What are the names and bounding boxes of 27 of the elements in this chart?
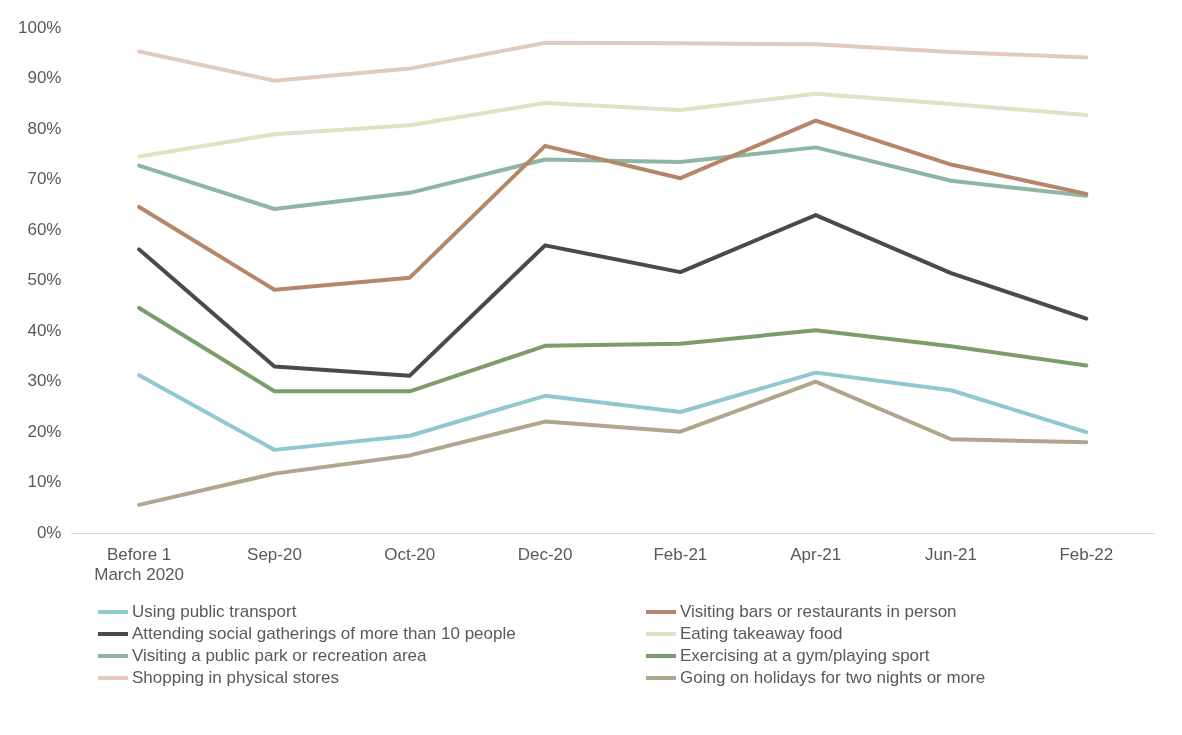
x-tick-label: Sep-20: [247, 545, 302, 565]
y-tick-label: 20%: [27, 421, 62, 441]
legend-label: Attending social gatherings of more than 10 people: [132, 624, 516, 644]
y-tick-label: 0%: [36, 522, 62, 542]
y-tick-label: 80%: [27, 118, 62, 138]
legend-label: Visiting a public park or recreation area: [132, 646, 427, 666]
y-tick-label: 40%: [27, 320, 62, 340]
x-tick-label: Dec-20: [517, 545, 573, 565]
y-tick-label: 90%: [27, 68, 62, 88]
x-tick-label: Oct-20: [384, 545, 436, 565]
legend-label: Visiting bars or restaurants in person: [680, 602, 957, 622]
x-tick-label: Feb-22: [1059, 545, 1114, 565]
y-tick-label: 100%: [18, 17, 62, 37]
legend-label: Using public transport: [132, 602, 297, 622]
y-tick-label: 30%: [27, 371, 62, 391]
legend-label: Shopping in physical stores: [132, 668, 339, 688]
y-tick-label: 70%: [27, 169, 62, 189]
x-tick-label: Feb-21: [653, 545, 708, 565]
legend-label: Going on holidays for two nights or more: [680, 668, 986, 688]
legend-label: Exercising at a gym/playing sport: [680, 646, 930, 666]
y-tick-label: 10%: [27, 472, 62, 492]
y-tick-label: 60%: [27, 219, 62, 239]
x-tick-label: Jun-21: [925, 545, 978, 565]
x-tick-label: Before 1 March 2020: [94, 545, 185, 585]
legend-label: Eating takeaway food: [680, 624, 843, 644]
x-tick-label: Apr-21: [790, 545, 842, 565]
y-tick-label: 50%: [27, 270, 62, 290]
